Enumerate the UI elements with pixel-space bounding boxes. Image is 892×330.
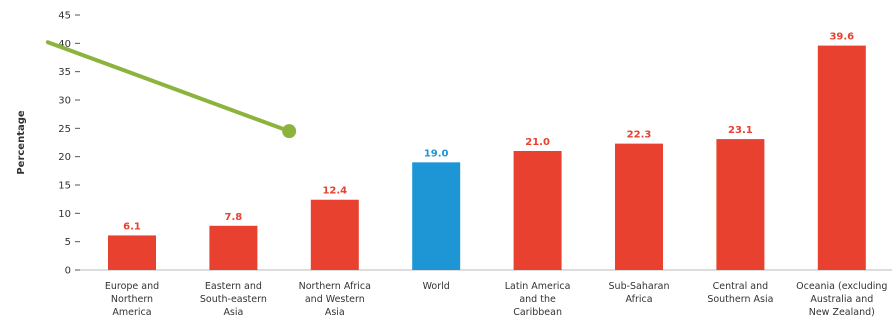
category-label-line: Europe and [105, 281, 159, 292]
bar [209, 225, 258, 270]
category-label: Sub-Saharan Africa [609, 281, 670, 305]
bar [716, 139, 765, 270]
bar [615, 143, 663, 270]
category-label-line: Australia and [810, 294, 873, 305]
category-label: Eastern and South-eastern Asia [200, 281, 267, 318]
data-label: 12.4 [322, 186, 347, 197]
y-tick-label: 25 [58, 124, 71, 135]
category-label-line: New Zealand) [809, 307, 875, 318]
data-label: 23.1 [728, 125, 753, 136]
category-label-line: Central and [713, 281, 768, 292]
data-label: 22.3 [627, 130, 652, 141]
data-label: 6.1 [123, 221, 141, 232]
y-axis: 0 5 10 15 20 25 30 35 40 45 [58, 11, 80, 277]
data-label: 7.8 [225, 212, 243, 223]
annotation-line [45, 40, 292, 134]
category-label-line: Southern Asia [707, 294, 773, 305]
y-axis-label: Percentage [16, 110, 27, 175]
category-label-line: and Western [305, 294, 365, 305]
category-label-line: America [112, 307, 151, 318]
category-label-line: and the [519, 294, 556, 305]
data-label: 19.0 [424, 148, 449, 159]
category-labels: Europe and Northern America Eastern and Sout… [105, 281, 888, 318]
y-tick-label: 10 [58, 209, 71, 220]
category-label: World [423, 281, 450, 292]
bar [513, 151, 562, 270]
category-label: Oceania (excluding Australia and New Zeala… [796, 281, 887, 318]
category-label: Europe and Northern America [105, 281, 159, 318]
category-label-line: Sub-Saharan [609, 281, 670, 292]
value-labels: 6.1 7.8 12.4 19.0 21.0 22.3 23.1 39.6 [123, 32, 854, 233]
y-tick-label: 0 [65, 266, 71, 277]
bar [310, 199, 359, 270]
category-label: Latin America and the Caribbean [505, 281, 571, 318]
bar [412, 162, 461, 270]
annotation-marker [282, 124, 297, 139]
category-label-line: Oceania (excluding [796, 281, 887, 292]
category-label-line: Northern [111, 294, 153, 305]
bar [817, 45, 866, 270]
category-label-line: Latin America [505, 281, 571, 292]
y-tick-label: 5 [65, 237, 71, 248]
data-label: 39.6 [829, 32, 854, 43]
y-tick-label: 45 [58, 11, 71, 22]
y-tick-label: 30 [58, 96, 71, 107]
category-label-line: World [423, 281, 450, 292]
category-label-line: Asia [325, 307, 345, 318]
data-label: 21.0 [525, 137, 550, 148]
category-label-line: Africa [625, 294, 652, 305]
y-tick-label: 15 [58, 181, 71, 192]
category-label-line: Asia [223, 307, 243, 318]
bar [108, 235, 156, 270]
y-tick-label: 40 [58, 39, 71, 50]
category-label: Central and Southern Asia [707, 281, 773, 305]
category-label-line: Eastern and [205, 281, 262, 292]
category-label-line: Caribbean [513, 307, 562, 318]
annotation [45, 40, 297, 139]
y-tick-label: 20 [58, 152, 71, 163]
bars [108, 45, 866, 270]
category-label-line: South-eastern [200, 294, 267, 305]
category-label-line: Northern Africa [299, 281, 371, 292]
category-label: Northern Africa and Western Asia [299, 281, 371, 318]
y-tick-label: 35 [58, 67, 71, 78]
